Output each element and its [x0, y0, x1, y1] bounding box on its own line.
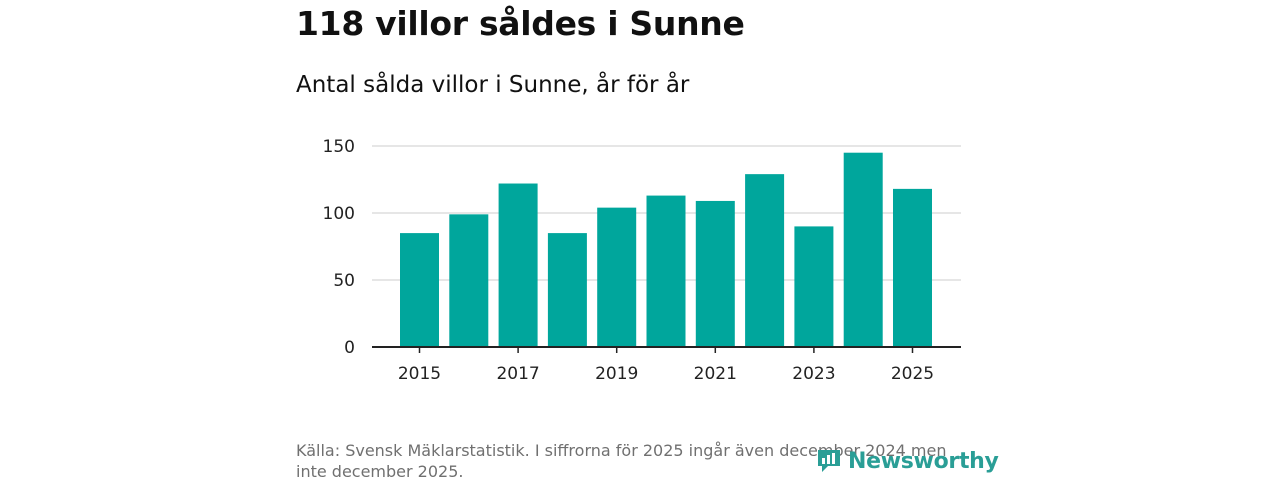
bar-2016[interactable] [449, 214, 489, 347]
bar-2020[interactable] [646, 195, 686, 347]
bars [400, 152, 932, 347]
newsworthy-logo-icon [818, 450, 840, 472]
axes: 0 50 100 150 2015 2017 2019 2021 2023 2025 [323, 137, 961, 384]
bar-2025[interactable] [893, 188, 932, 347]
chart-subtitle: Antal sålda villor i Sunne, år för år [296, 72, 690, 98]
x-tick-label: 2019 [595, 364, 638, 384]
x-tick-label: 2023 [792, 364, 835, 384]
bar-2018[interactable] [547, 233, 587, 347]
chart-title: 118 villor såldes i Sunne [296, 4, 745, 43]
y-tick-label: 100 [323, 204, 355, 224]
x-tick-label: 2021 [694, 364, 737, 384]
bar-2017[interactable] [498, 183, 538, 347]
x-tick-label: 2015 [398, 364, 441, 384]
bar-2021[interactable] [695, 200, 735, 347]
y-tick-label: 0 [344, 338, 355, 358]
bar-2019[interactable] [597, 207, 637, 347]
bar-2022[interactable] [745, 174, 785, 347]
x-tick-label: 2017 [496, 364, 539, 384]
bar-2024[interactable] [843, 152, 883, 347]
bar-chart: 0 50 100 150 2015 2017 2019 2021 2023 2025 [323, 137, 961, 384]
source-note: Källa: Svensk Mäklarstatistik. I siffror… [296, 441, 947, 481]
x-tick-label: 2025 [891, 364, 934, 384]
y-tick-label: 150 [323, 137, 355, 157]
bar-2023[interactable] [794, 226, 834, 347]
newsworthy-logo[interactable]: Newsworthy [816, 446, 999, 476]
y-tick-label: 50 [333, 271, 355, 291]
bar-2015[interactable] [400, 233, 439, 347]
newsworthy-logo-text: Newsworthy [848, 448, 999, 474]
